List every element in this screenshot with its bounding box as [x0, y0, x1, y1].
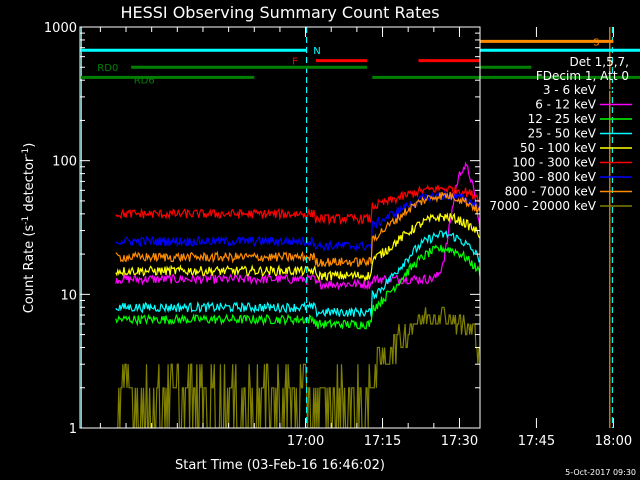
legend-label-0: 3 - 6 keV: [543, 83, 597, 97]
y-label-main: Count Rate (s: [22, 225, 37, 314]
x-tick-label-3: 17:45: [518, 434, 555, 449]
y-tick-label-1: 10: [60, 288, 77, 303]
y-label-sup-1: -1: [21, 216, 31, 225]
series-line-7: [115, 191, 480, 268]
legend-header-1: Det 1,5,7,: [570, 55, 630, 69]
status-label-rd6: RD6: [134, 75, 155, 86]
legend-header-2: FDecim 1, Att 0: [536, 69, 629, 83]
series-line-0: [115, 177, 480, 257]
series-line-5: [115, 184, 480, 226]
legend-label-8: 7000 - 20000 keV: [489, 199, 596, 213]
y-axis-label: Count Rate (s-1 detector-1): [21, 143, 37, 314]
marker-layer: [80, 27, 613, 428]
y-tick-label-2: 100: [52, 155, 77, 170]
y-label-end: ): [22, 143, 37, 148]
footer-timestamp: 5-Oct-2017 09:30: [565, 468, 636, 477]
series-line-6: [115, 189, 480, 253]
status-label-s: S: [593, 37, 599, 48]
legend-label-4: 50 - 100 keV: [520, 141, 597, 155]
x-tick-label-1: 17:15: [364, 434, 401, 449]
x-tick-label-4: 18:00: [595, 434, 632, 449]
legend-label-7: 800 - 7000 keV: [505, 185, 597, 199]
status-label-rd0: RD0: [97, 63, 118, 74]
status-label-n: N: [313, 46, 320, 57]
y-label-mid: detector: [22, 156, 37, 216]
legend-label-6: 300 - 800 keV: [512, 170, 596, 184]
y-tick-label-3: 1000: [44, 21, 77, 36]
series-line-3: [115, 229, 480, 318]
legend-label-1: 6 - 12 keV: [535, 98, 597, 112]
chart-title: HESSI Observing Summary Count Rates: [120, 3, 439, 22]
x-tick-label-2: 17:30: [441, 434, 478, 449]
trace-layer: [115, 161, 480, 428]
x-axis-label: Start Time (03-Feb-16 16:46:02): [175, 458, 385, 473]
series-line-2: [115, 244, 480, 330]
status-bar-layer: N F S RD0 RD6: [80, 37, 640, 86]
y-label-sup-2: -1: [21, 148, 31, 157]
status-label-f: F: [292, 57, 298, 68]
y-tick-label-0: 1: [69, 422, 77, 437]
series-line-4: [115, 212, 480, 283]
series-line-1: [115, 161, 480, 291]
series-line-8: [115, 306, 480, 428]
legend-label-2: 12 - 25 keV: [528, 112, 597, 126]
legend-label-3: 25 - 50 keV: [528, 127, 597, 141]
x-tick-label-0: 17:00: [287, 434, 324, 449]
legend-label-5: 100 - 300 keV: [512, 156, 596, 170]
